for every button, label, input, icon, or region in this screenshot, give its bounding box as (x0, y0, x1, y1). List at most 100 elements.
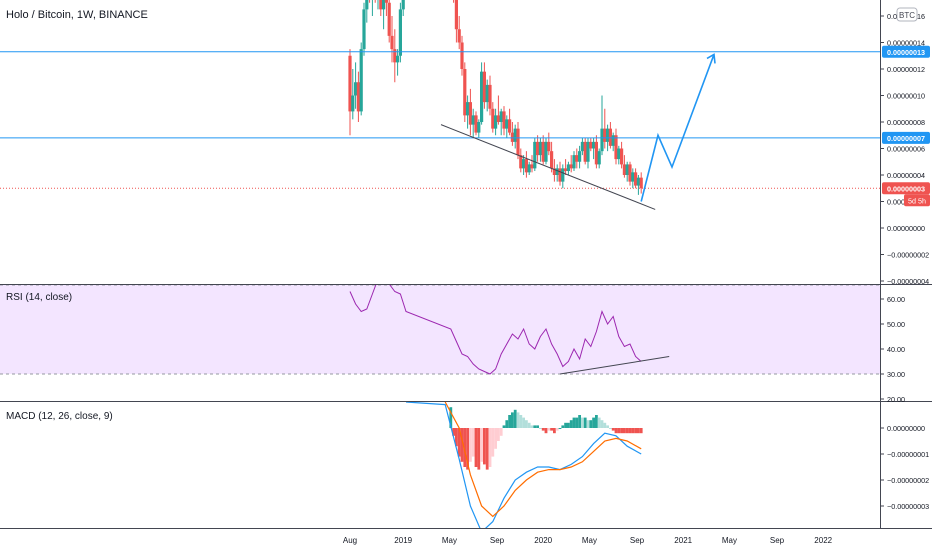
candle-body (634, 172, 638, 186)
projection-path[interactable] (640, 54, 715, 202)
rsi-tick-label: 50.00 (887, 320, 905, 329)
symbol-title[interactable]: Holo / Bitcoin, 1W, BINANCE (6, 9, 148, 21)
level-marker-2[interactable] (882, 131, 930, 144)
level-marker-label-1: 0.00000013 (887, 48, 925, 57)
macd-histogram-bar (572, 417, 576, 428)
time-tick-label: Aug (343, 536, 357, 545)
macd-histogram-bar (634, 428, 637, 434)
macd-histogram-bar (483, 428, 486, 465)
last-price-label: 0.00000003 (887, 184, 925, 193)
candle-body (382, 0, 386, 10)
macd-histogram-bar (477, 428, 481, 470)
candle-body (519, 155, 523, 169)
level-marker-1[interactable] (882, 45, 930, 58)
macd-histogram-bar (603, 422, 607, 428)
rsi-line (349, 285, 642, 375)
candle-body (505, 119, 509, 129)
macd-series (405, 402, 643, 528)
svg-text:BTC: BTC (899, 11, 915, 20)
candle-body (536, 141, 540, 156)
candle-body (524, 159, 528, 173)
candle-body (631, 172, 635, 182)
candle-body (541, 141, 545, 162)
macd-histogram-bar (508, 415, 511, 428)
macd-histogram-bar (485, 428, 489, 470)
time-tick-label: May (722, 536, 737, 545)
macd-histogram-bar (628, 428, 632, 434)
candle-body (569, 164, 573, 169)
macd-histogram-bar (564, 422, 567, 428)
macd-histogram-bar (469, 428, 472, 462)
candle-body (457, 29, 461, 43)
macd-histogram-bar (611, 428, 615, 431)
candle-body (474, 115, 478, 133)
candle-body (460, 42, 464, 69)
macd-pane[interactable] (0, 402, 880, 528)
macd-histogram-bar (494, 428, 497, 449)
candle-body (533, 141, 537, 169)
candle-body (491, 108, 495, 129)
macd-legend[interactable]: MACD (12, 26, close, 9) (6, 411, 113, 422)
macd-histogram-bar (544, 428, 548, 434)
rsi-legend[interactable]: RSI (14, close) (6, 292, 72, 303)
macd-histogram-bar (623, 428, 626, 434)
candle-body (558, 168, 562, 182)
macd-histogram-bar (606, 425, 609, 428)
candle-body (502, 111, 506, 129)
candle-body (351, 95, 355, 112)
candle-body (488, 84, 492, 109)
macd-histogram-bar (586, 420, 590, 428)
candle-body (454, 0, 458, 30)
macd-histogram-bar (631, 428, 635, 434)
macd-histogram-bar (558, 428, 562, 429)
price-pane[interactable] (0, 0, 880, 284)
candle-body (359, 49, 363, 112)
candle-body (390, 35, 394, 50)
candle-body (393, 49, 397, 63)
time-tick-label: May (582, 536, 597, 545)
candle-body (614, 135, 618, 160)
macd-histogram-bar (474, 428, 478, 467)
candle-body (572, 155, 576, 169)
user-drawings[interactable] (0, 51, 880, 375)
macd-histogram-bar (578, 415, 581, 428)
currency-badge[interactable]: BTC (896, 7, 918, 22)
price-tick-label: 0.00000000 (887, 224, 925, 233)
time-tick-label: May (442, 536, 457, 545)
projection-arrowhead[interactable] (706, 53, 716, 64)
candle-body (516, 128, 520, 156)
macd-histogram-bar (460, 428, 464, 462)
macd-histogram-bar (620, 428, 623, 434)
candle-body (620, 148, 624, 165)
macd-histogram-bar (567, 422, 570, 428)
candle-body (586, 141, 590, 162)
macd-histogram-bar (533, 425, 537, 428)
macd-histogram-bar (561, 425, 565, 428)
candle-body (513, 128, 517, 142)
candle-body (348, 55, 352, 112)
candle-body (592, 141, 596, 149)
candle-body (494, 115, 498, 129)
price-support-trendline[interactable] (440, 124, 656, 210)
time-tick-label: 2019 (394, 536, 412, 545)
macd-histogram-bar (592, 417, 595, 428)
candle-body (625, 164, 629, 175)
macd-histogram-bar (581, 417, 584, 428)
candle-body (356, 82, 360, 112)
price-tick-label: 0.00000008 (887, 118, 925, 127)
candle-body (578, 151, 582, 162)
candle-body (384, 0, 388, 3)
candle-body (608, 128, 612, 146)
macd-histogram-bar (600, 420, 604, 428)
candle-body (603, 128, 607, 142)
candle-body (396, 55, 400, 63)
rsi-trendline[interactable] (559, 356, 670, 375)
price-axis[interactable] (880, 0, 932, 528)
candle-body (639, 177, 643, 189)
macd-histogram-bar (589, 420, 593, 428)
candle-body (379, 0, 383, 10)
candle-body (566, 164, 570, 172)
candle-body (611, 135, 615, 146)
last-price-marker[interactable] (882, 182, 930, 195)
